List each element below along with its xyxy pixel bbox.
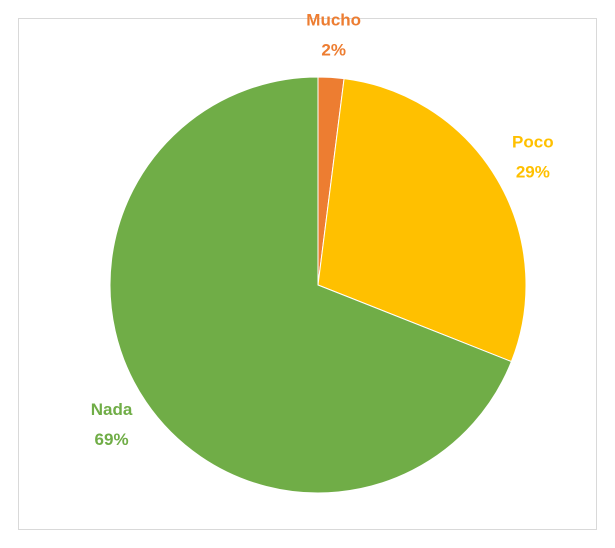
- slice-label: Mucho: [306, 10, 361, 29]
- slice-label: Nada: [91, 400, 133, 419]
- slice-value-label: 69%: [95, 430, 129, 449]
- pie-slice: [109, 76, 513, 494]
- pie-slice: [317, 78, 527, 363]
- slice-value-label: 29%: [516, 162, 550, 181]
- slice-value-label: 2%: [321, 40, 346, 59]
- slice-label: Poco: [512, 132, 554, 151]
